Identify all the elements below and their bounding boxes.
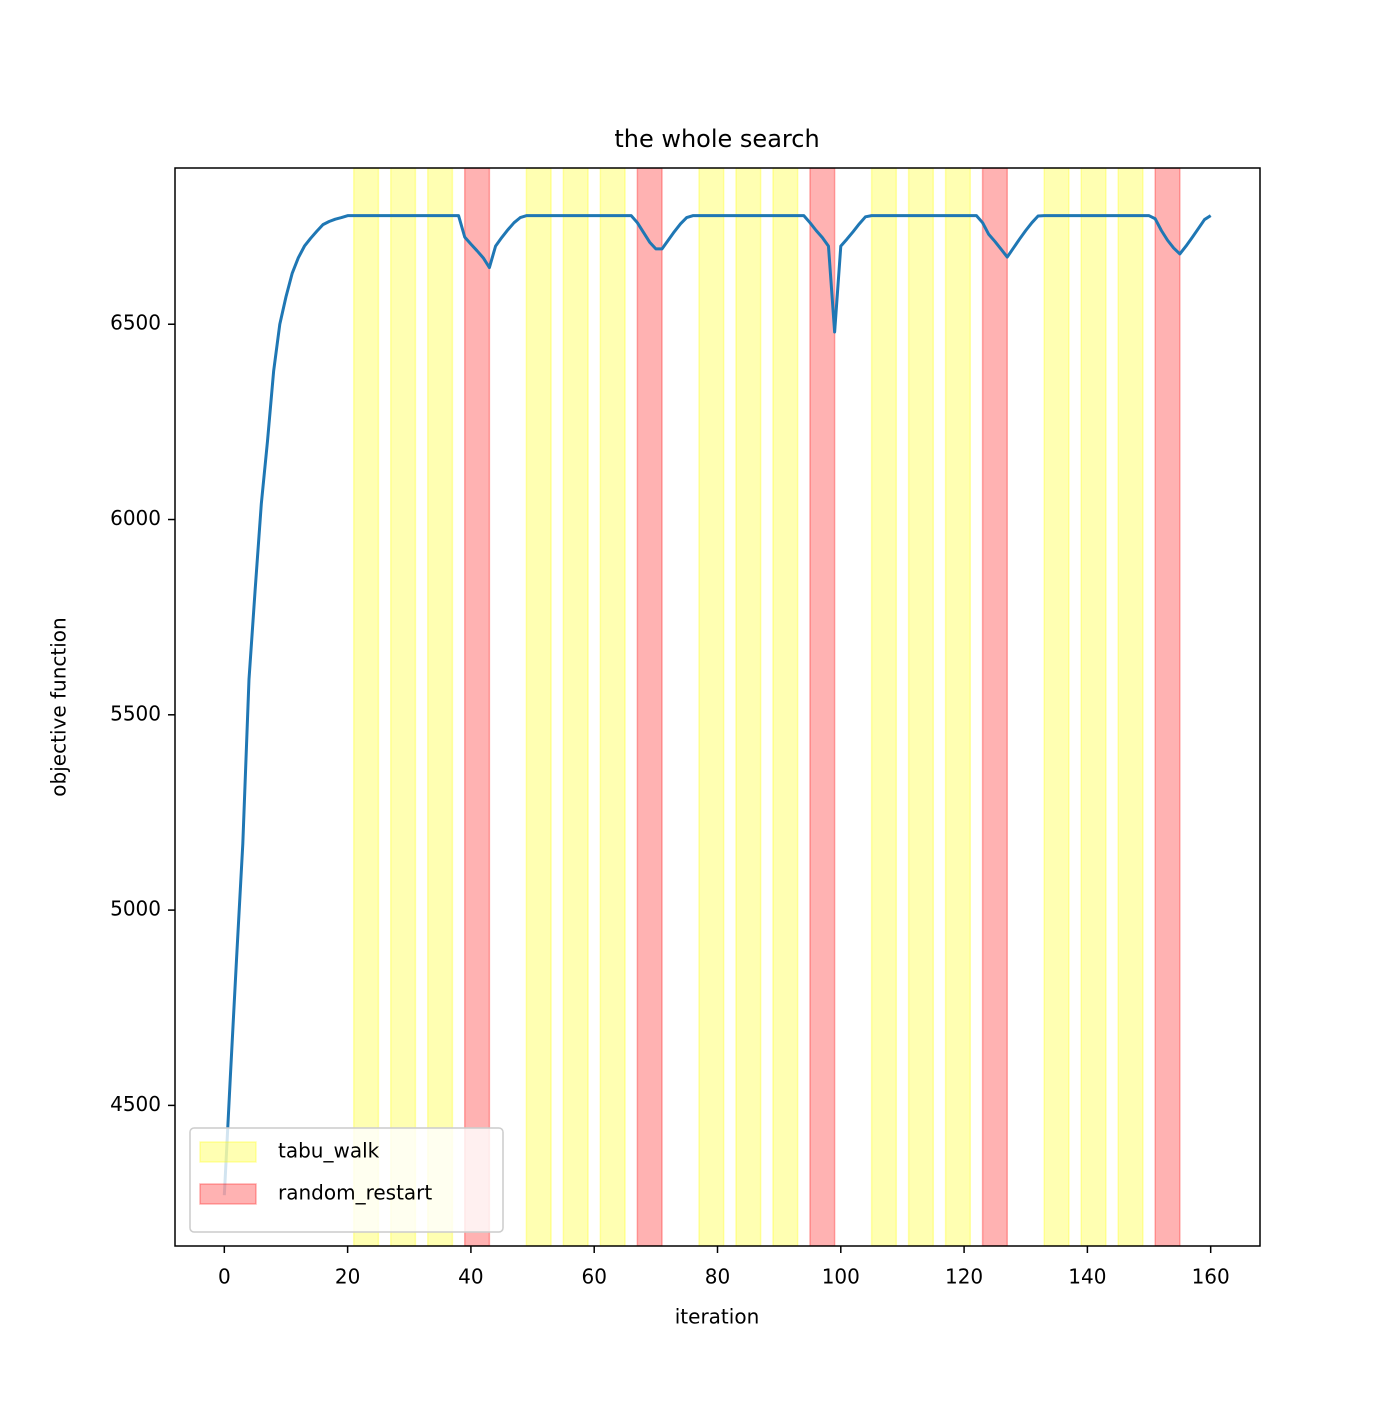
y-axis-label: objective function — [47, 617, 71, 796]
span — [698, 168, 725, 1246]
span — [525, 168, 552, 1246]
legend-swatch — [199, 1141, 257, 1163]
span — [427, 168, 454, 1246]
x-tick-label: 20 — [335, 1265, 360, 1289]
x-tick-label: 120 — [945, 1265, 983, 1289]
plot-area — [222, 168, 1212, 1246]
legend: tabu_walk random_restart — [189, 1127, 504, 1233]
span — [1154, 168, 1181, 1246]
span — [944, 168, 972, 1246]
span — [599, 168, 626, 1246]
span — [1043, 168, 1070, 1246]
legend-label: tabu_walk — [278, 1139, 380, 1163]
span — [735, 168, 762, 1246]
x-tick-label: 80 — [705, 1265, 730, 1289]
y-tick-label: 5500 — [110, 701, 161, 725]
line — [222, 214, 1212, 1196]
span — [809, 168, 836, 1246]
x-axis-label: iteration — [675, 1305, 760, 1329]
span — [981, 168, 1008, 1246]
span — [636, 168, 663, 1246]
y-tick-label: 5000 — [110, 897, 161, 921]
x-tick-label: 60 — [581, 1265, 606, 1289]
span — [1080, 168, 1107, 1246]
x-tick-label: 0 — [218, 1265, 231, 1289]
span — [1117, 168, 1144, 1246]
span — [390, 168, 417, 1246]
span — [353, 168, 380, 1246]
y-tick-label: 4500 — [110, 1092, 161, 1116]
span — [463, 168, 491, 1246]
span — [870, 168, 898, 1246]
span — [562, 168, 589, 1246]
x-tick-label: 140 — [1068, 1265, 1106, 1289]
legend-swatch — [199, 1183, 257, 1205]
x-tick-label: 40 — [458, 1265, 483, 1289]
x-tick-label: 100 — [822, 1265, 860, 1289]
legend-label: random_restart — [278, 1181, 432, 1205]
y-tick-label: 6500 — [110, 311, 161, 335]
legend-box — [189, 1127, 504, 1233]
x-tick-label: 160 — [1192, 1265, 1230, 1289]
span — [907, 168, 935, 1246]
y-tick-label: 6000 — [110, 506, 161, 530]
span — [772, 168, 799, 1246]
chart-title: the whole search — [614, 125, 819, 153]
